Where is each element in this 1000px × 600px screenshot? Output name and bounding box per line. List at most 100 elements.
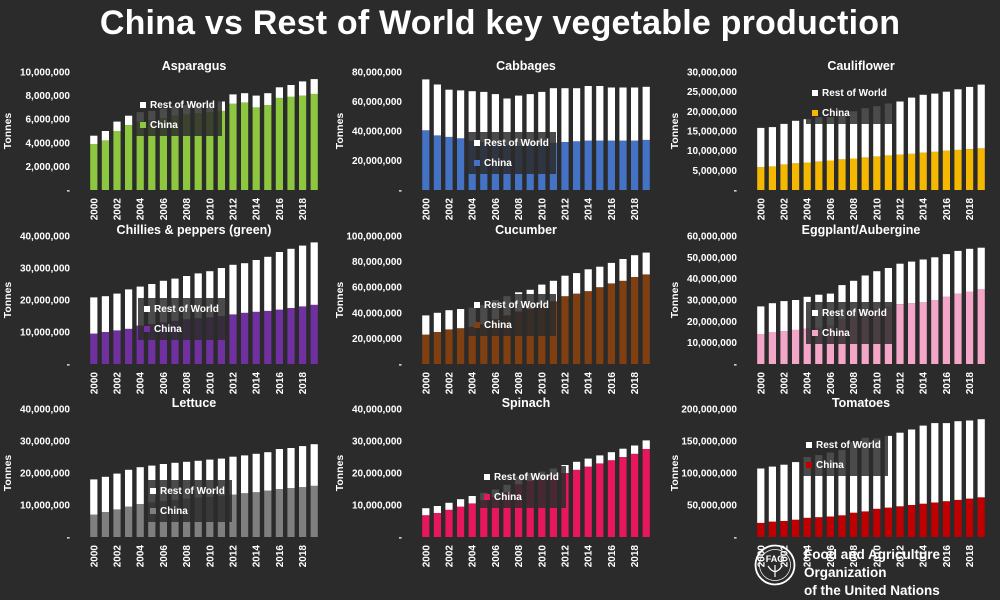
- x-tick-label: 2000: [756, 372, 767, 395]
- bar-rest-of-world: [299, 81, 307, 96]
- chart-lettuce: Lettuce Tonnes - 10,000,000 20,000,000 30,000…: [2, 396, 318, 567]
- x-tick-label: 2004: [468, 372, 479, 395]
- bar-rest-of-world: [526, 94, 534, 146]
- y-tick-label: 40,000,000: [687, 274, 737, 285]
- bar-rest-of-world: [229, 456, 237, 495]
- organization-name: Food and Agriculture Organization of the…: [804, 546, 1000, 600]
- bar-china: [515, 484, 523, 537]
- bar-rest-of-world: [468, 91, 476, 141]
- x-tick-label: 2008: [849, 372, 860, 395]
- x-tick-label: 2010: [205, 545, 216, 568]
- bar-china: [780, 330, 788, 364]
- bar-rest-of-world: [310, 242, 318, 305]
- legend-swatch-rest-of-world: [484, 474, 490, 480]
- bar-china: [757, 334, 765, 364]
- y-tick-label: 10,000,000: [20, 501, 70, 512]
- y-axis-label: Tonnes: [334, 455, 346, 492]
- x-tick-label: 2016: [607, 372, 618, 395]
- bar-rest-of-world: [607, 87, 615, 141]
- x-tick-label: 2018: [298, 372, 309, 395]
- y-tick-label: 5,000,000: [693, 166, 738, 177]
- legend-label-china: China: [154, 324, 182, 335]
- bar-rest-of-world: [229, 264, 237, 315]
- bar-rest-of-world: [275, 449, 283, 489]
- legend-label-china: China: [484, 158, 512, 169]
- bar-china: [171, 115, 179, 190]
- bar-china: [803, 517, 811, 537]
- x-tick-label: 2006: [826, 198, 837, 221]
- legend-label-rest-of-world: Rest of World: [160, 486, 225, 497]
- y-tick-label: -: [734, 533, 737, 544]
- bar-china: [642, 274, 650, 364]
- bar-rest-of-world: [596, 86, 604, 141]
- bar-china: [607, 140, 615, 190]
- bar-china: [792, 519, 800, 537]
- bar-china: [433, 513, 441, 537]
- x-tick-label: 2014: [919, 545, 930, 568]
- bar-rest-of-world: [931, 423, 939, 503]
- legend-label-rest-of-world: Rest of World: [484, 300, 549, 311]
- bar-rest-of-world: [954, 421, 962, 500]
- legend-swatch-rest-of-world: [812, 90, 818, 96]
- bar-china: [966, 498, 974, 537]
- legend-swatch-china: [474, 322, 480, 328]
- y-tick-label: 200,000,000: [681, 405, 737, 416]
- legend-background: [144, 480, 232, 522]
- bar-china: [780, 164, 788, 190]
- y-tick-label: 20,000,000: [352, 156, 402, 167]
- bar-china: [815, 327, 823, 364]
- bar-rest-of-world: [619, 259, 627, 281]
- bar-china: [584, 291, 592, 364]
- bar-china: [631, 277, 639, 364]
- y-tick-label: 40,000,000: [20, 232, 70, 243]
- bar-china: [757, 167, 765, 190]
- chart-eggplant-aubergine: Eggplant/Aubergine Tonnes - 10,000,000 20,00…: [669, 223, 985, 394]
- bar-rest-of-world: [607, 262, 615, 284]
- bar-rest-of-world: [299, 446, 307, 488]
- bar-rest-of-world: [908, 97, 916, 154]
- chart-title: Cucumber: [495, 223, 557, 237]
- bar-china: [252, 311, 260, 364]
- x-tick-label: 2014: [584, 198, 595, 221]
- x-tick-label: 2004: [136, 198, 147, 221]
- bar-china: [884, 155, 892, 190]
- x-tick-label: 2000: [421, 372, 432, 395]
- bar-rest-of-world: [942, 423, 950, 502]
- bar-rest-of-world: [896, 101, 904, 155]
- x-tick-label: 2012: [896, 198, 907, 221]
- bar-china: [422, 130, 430, 190]
- bar-china: [931, 502, 939, 537]
- bar-china: [468, 503, 476, 537]
- x-tick-label: 2016: [942, 198, 953, 221]
- legend-label-china: China: [822, 108, 850, 119]
- legend-label-rest-of-world: Rest of World: [154, 304, 219, 315]
- bar-rest-of-world: [90, 479, 98, 515]
- bar-china: [171, 320, 179, 364]
- bar-rest-of-world: [792, 462, 800, 520]
- bar-rest-of-world: [433, 506, 441, 513]
- bar-rest-of-world: [596, 266, 604, 288]
- bar-rest-of-world: [966, 248, 974, 292]
- bar-china: [264, 105, 272, 190]
- bar-rest-of-world: [457, 90, 465, 139]
- y-tick-label: 50,000,000: [687, 253, 737, 264]
- legend-background: [478, 466, 566, 508]
- y-axis-label: Tonnes: [669, 282, 681, 319]
- x-tick-label: 2018: [298, 198, 309, 221]
- bar-rest-of-world: [838, 450, 846, 516]
- y-tick-label: 20,000,000: [687, 317, 737, 328]
- x-tick-label: 2006: [826, 545, 837, 568]
- x-tick-label: 2018: [298, 545, 309, 568]
- legend-swatch-rest-of-world: [144, 306, 150, 312]
- bar-rest-of-world: [491, 94, 499, 144]
- bar-china: [861, 157, 869, 190]
- x-tick-label: 2000: [89, 545, 100, 568]
- y-tick-label: 30,000,000: [687, 68, 737, 79]
- bar-rest-of-world: [792, 120, 800, 164]
- bar-rest-of-world: [631, 87, 639, 141]
- legend-swatch-china: [812, 330, 818, 336]
- bar-rest-of-world: [780, 464, 788, 521]
- bar-rest-of-world: [850, 111, 858, 159]
- bar-china: [241, 493, 249, 537]
- bar-rest-of-world: [480, 91, 488, 143]
